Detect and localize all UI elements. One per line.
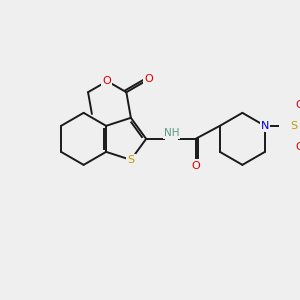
- Text: S: S: [127, 155, 134, 165]
- Text: O: O: [296, 100, 300, 110]
- Text: S: S: [290, 121, 297, 131]
- Text: O: O: [102, 76, 111, 86]
- Text: O: O: [296, 142, 300, 152]
- Text: N: N: [261, 121, 269, 131]
- Text: N: N: [166, 130, 173, 140]
- Text: H: H: [170, 130, 177, 140]
- Text: O: O: [191, 160, 200, 171]
- Text: NH: NH: [164, 128, 179, 138]
- Text: O: O: [144, 74, 153, 84]
